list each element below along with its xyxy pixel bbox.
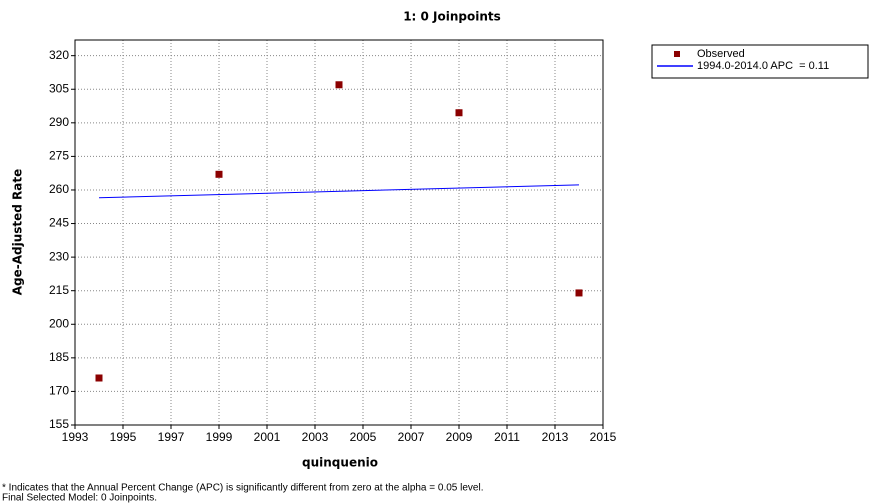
plot-frame: [74, 39, 604, 426]
y-tick-label: 275: [49, 149, 69, 163]
y-tick-label: 260: [49, 182, 69, 196]
chart-title: 1: 0 Joinpoints: [403, 10, 501, 24]
data-point: [575, 289, 583, 297]
x-axis-label: quinquenio: [302, 456, 378, 470]
x-tick-label: 1999: [206, 430, 233, 444]
y-tick-label: 320: [49, 48, 69, 62]
x-tick-label: 2013: [542, 430, 569, 444]
trend-line: [98, 184, 580, 199]
y-axis-label: Age-Adjusted Rate: [11, 169, 25, 296]
x-tick-label: 1995: [110, 430, 137, 444]
y-tick-label: 215: [49, 283, 69, 297]
y-tick-label: 290: [49, 115, 69, 129]
y-tick-label: 230: [49, 249, 69, 263]
y-tick-label: 185: [49, 350, 69, 364]
x-tick-label: 2011: [494, 430, 520, 444]
legend-swatch: [674, 51, 680, 57]
x-tick-label: 2009: [446, 430, 473, 444]
data-point: [215, 170, 223, 178]
x-tick-label: 1997: [158, 430, 185, 444]
legend-box: [651, 44, 869, 79]
data-point: [95, 374, 103, 382]
x-tick-label: 2007: [398, 430, 425, 444]
y-tick-label: 200: [49, 316, 69, 330]
y-tick-label: 305: [49, 81, 69, 95]
footnote: Final Selected Model: 0 Joinpoints.: [2, 493, 157, 504]
footnote: * Indicates that the Annual Percent Chan…: [2, 483, 483, 494]
legend-text: 1994.0-2014.0 APC = 0.11: [697, 60, 829, 72]
legend-text: Observed: [697, 48, 745, 60]
x-tick-label: 1993: [62, 430, 89, 444]
x-tick-label: 2001: [254, 430, 281, 444]
x-tick-label: 2003: [302, 430, 329, 444]
y-tick-label: 170: [49, 384, 69, 398]
y-tick-label: 155: [49, 417, 69, 431]
x-tick-label: 2005: [350, 430, 377, 444]
x-tick-label: 2015: [590, 430, 617, 444]
data-point: [335, 81, 343, 89]
data-point: [455, 109, 463, 117]
y-tick-label: 245: [49, 216, 69, 230]
